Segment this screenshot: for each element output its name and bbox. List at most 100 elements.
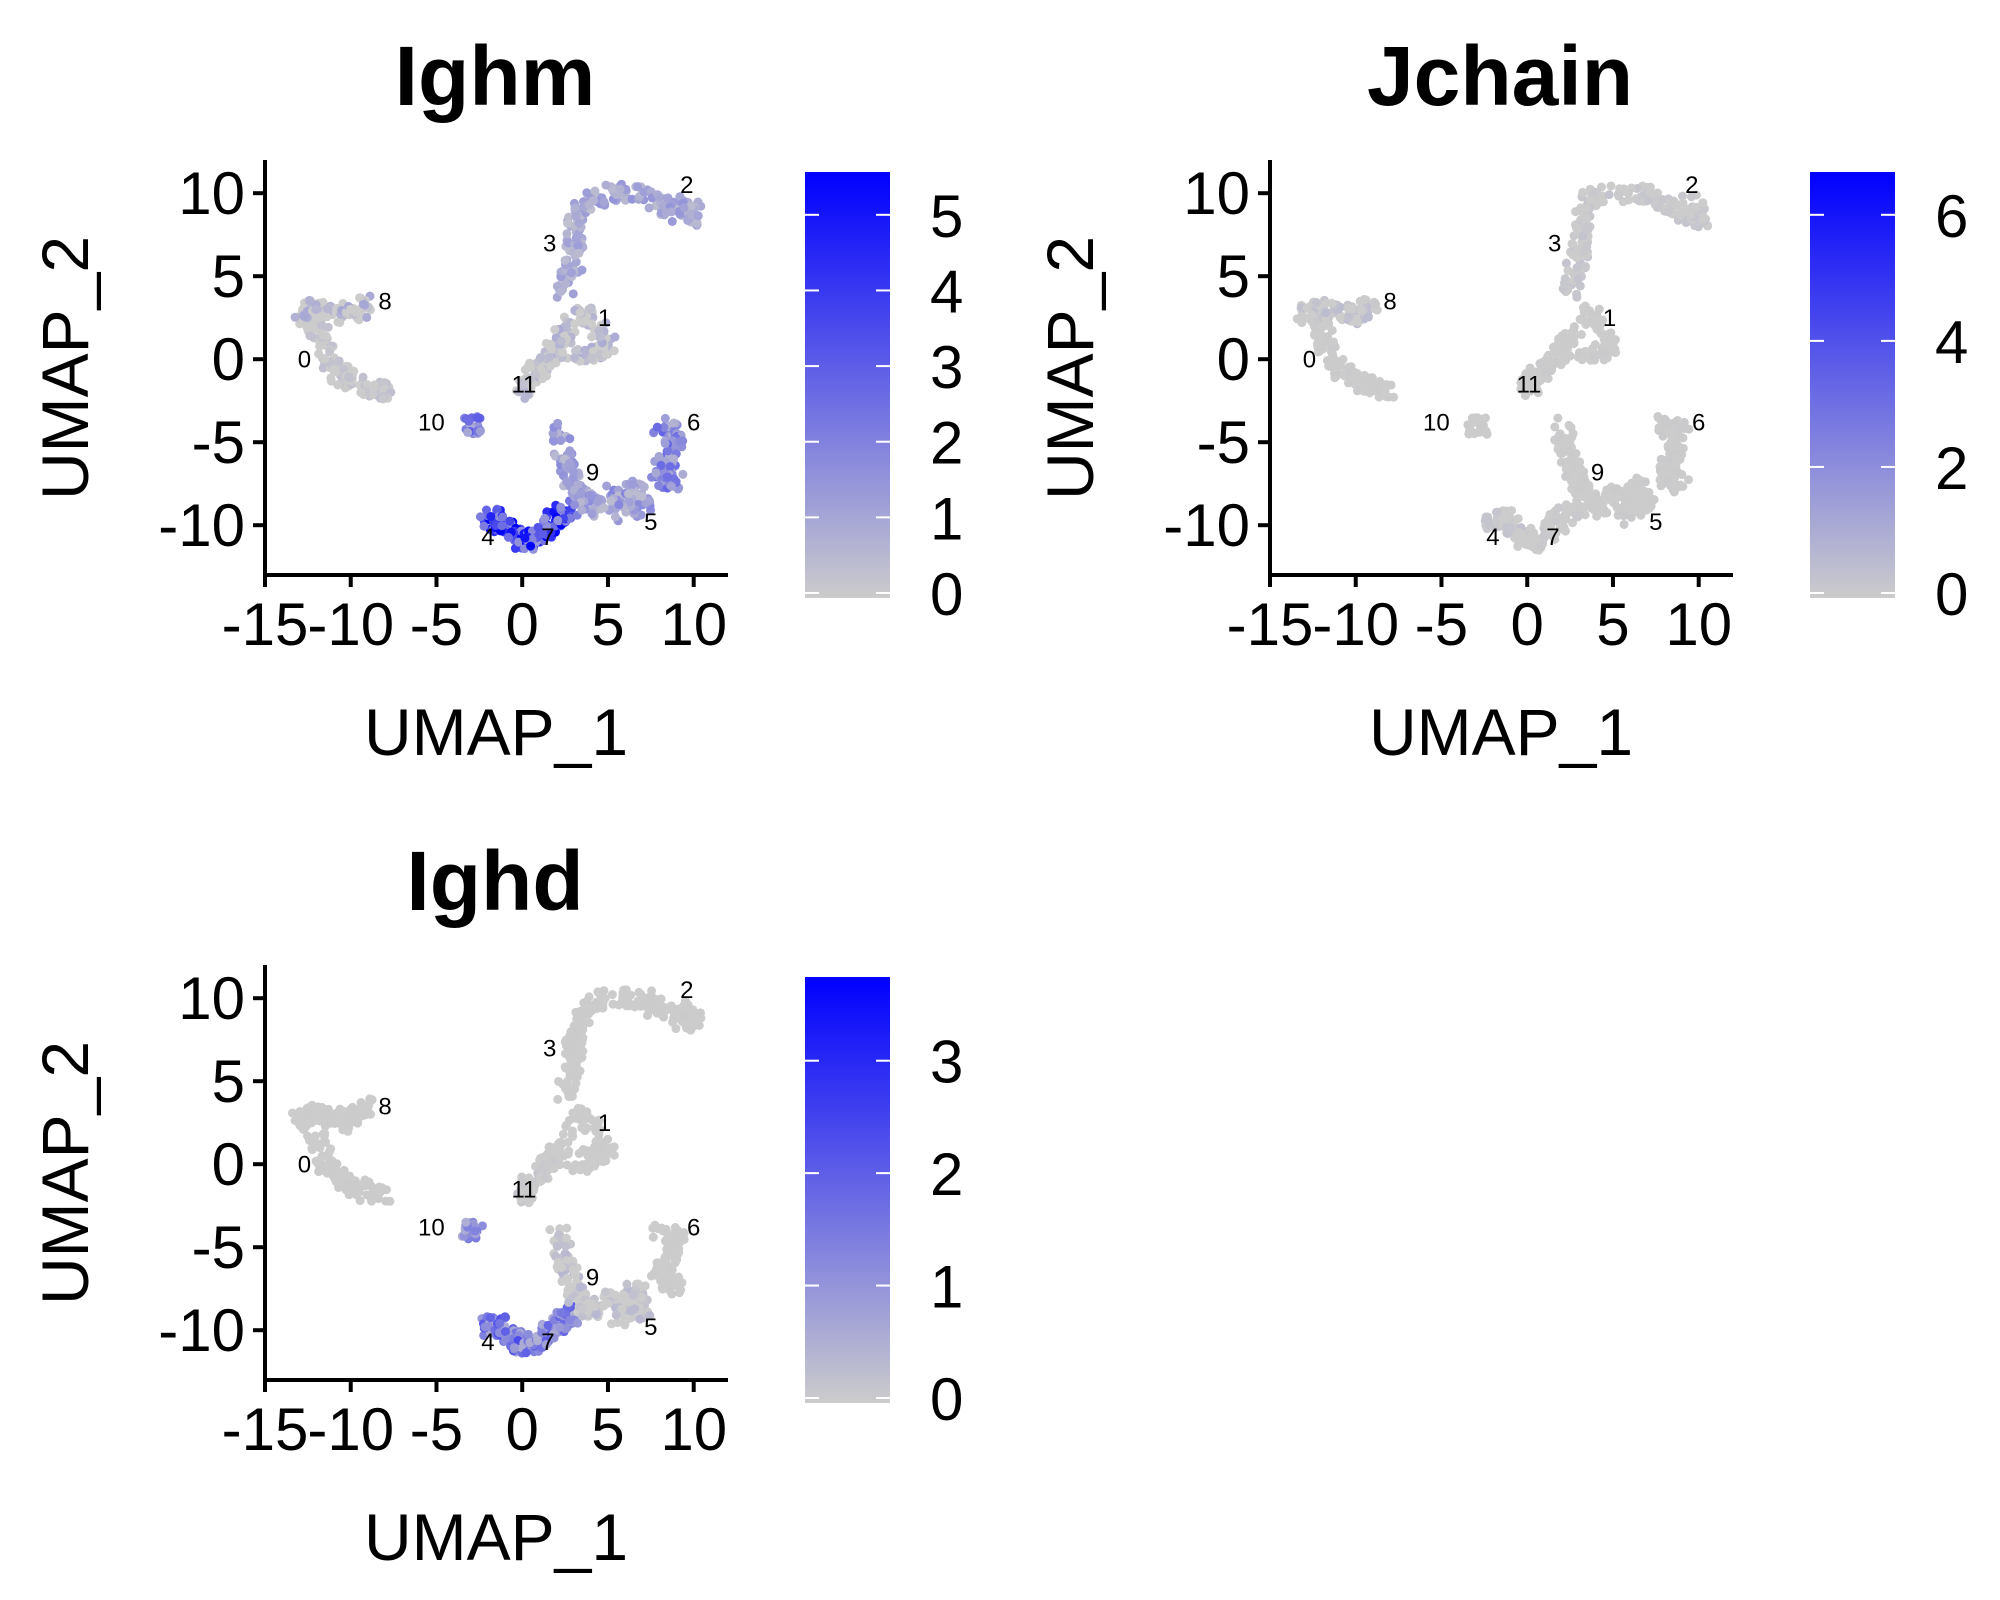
cell-cluster-0 [340, 1170, 350, 1180]
cell-cluster-1 [558, 347, 568, 357]
x-tick-label: -5 [410, 1396, 463, 1463]
cell-cluster-9 [1570, 476, 1580, 486]
cell-cluster-8 [1344, 312, 1354, 322]
cell-cluster-6 [1653, 412, 1663, 422]
cluster-label-7: 7 [541, 524, 554, 551]
y-tick-label: -5 [192, 1214, 245, 1281]
cell-cluster-4 [479, 521, 489, 531]
cell-cluster-2 [1643, 195, 1653, 205]
cell-cluster-7 [1559, 524, 1569, 534]
cell-cluster-2 [1677, 191, 1687, 201]
cell-cluster-8 [355, 293, 365, 303]
cell-cluster-2 [1606, 181, 1616, 191]
cell-cluster-4 [1513, 514, 1523, 524]
cell-cluster-0 [1323, 332, 1333, 342]
y-tick-label: 10 [178, 160, 245, 227]
cell-cluster-7 [565, 1315, 575, 1325]
cell-cluster-0 [333, 380, 343, 390]
cell-cluster-7 [1551, 510, 1561, 520]
cell-cluster-0 [308, 1134, 318, 1144]
cell-cluster-6 [1665, 453, 1675, 463]
x-tick-label: 10 [660, 591, 727, 658]
cell-cluster-11 [539, 368, 549, 378]
cell-cluster-11 [529, 1184, 539, 1194]
cell-cluster-4 [500, 1327, 510, 1337]
x-tick-label: -5 [410, 591, 463, 658]
cluster-label-7: 7 [1546, 524, 1559, 551]
cell-cluster-7 [1527, 534, 1537, 544]
cell-cluster-2 [1634, 196, 1644, 206]
cluster-label-7: 7 [541, 1329, 554, 1356]
cell-cluster-5 [644, 496, 654, 506]
cell-cluster-2 [621, 195, 631, 205]
cell-cluster-9 [591, 1310, 601, 1320]
cell-cluster-8 [1348, 304, 1358, 314]
cell-cluster-3 [1573, 274, 1583, 284]
cell-cluster-9 [568, 1265, 578, 1275]
cell-cluster-7 [523, 1329, 533, 1339]
cell-cluster-8 [304, 1108, 314, 1118]
cell-cluster-2 [654, 192, 664, 202]
y-tick-label: 10 [1183, 160, 1250, 227]
cell-cluster-7 [549, 1333, 559, 1343]
cell-cluster-1 [555, 1137, 565, 1147]
cell-cluster-2 [1653, 202, 1663, 212]
x-tick-label: 0 [506, 1396, 539, 1463]
cell-cluster-10 [1467, 413, 1477, 423]
cell-cluster-2 [686, 210, 696, 220]
cell-cluster-9 [564, 458, 574, 468]
cell-cluster-2 [1646, 187, 1656, 197]
cluster-label-10: 10 [418, 410, 445, 437]
cell-cluster-0 [1380, 386, 1390, 396]
cell-cluster-10 [1481, 426, 1491, 436]
cell-cluster-0 [1325, 361, 1335, 371]
cell-cluster-3 [571, 1078, 581, 1088]
cell-cluster-9 [1569, 448, 1579, 458]
cell-cluster-1 [558, 1129, 568, 1139]
cell-cluster-2 [1591, 196, 1601, 206]
cell-cluster-2 [599, 986, 609, 996]
cluster-label-6: 6 [687, 1215, 700, 1242]
cell-cluster-9 [556, 1263, 566, 1273]
cell-cluster-1 [575, 308, 585, 318]
cell-cluster-9 [1575, 464, 1585, 474]
cell-cluster-6 [659, 422, 669, 432]
cell-cluster-0 [305, 331, 315, 341]
cell-cluster-1 [1580, 352, 1590, 362]
cell-cluster-8 [1370, 299, 1380, 309]
cell-cluster-1 [609, 346, 619, 356]
cell-cluster-2 [599, 995, 609, 1005]
cluster-label-5: 5 [1649, 509, 1662, 536]
cell-cluster-8 [1359, 294, 1369, 304]
cell-cluster-0 [320, 1137, 330, 1147]
cell-cluster-2 [1653, 188, 1663, 198]
cell-cluster-0 [364, 1177, 374, 1187]
cell-cluster-1 [564, 1146, 574, 1156]
cell-cluster-5 [611, 1310, 621, 1320]
cell-cluster-1 [568, 1131, 578, 1141]
cell-cluster-3 [1563, 266, 1573, 276]
cell-cluster-1 [582, 1110, 592, 1120]
cell-cluster-0 [369, 382, 379, 392]
cell-cluster-4 [485, 1313, 495, 1323]
cell-cluster-0 [1314, 346, 1324, 356]
cell-cluster-2 [1604, 190, 1614, 200]
cell-cluster-0 [326, 1164, 336, 1174]
cell-cluster-3 [561, 279, 571, 289]
cell-cluster-1 [578, 1122, 588, 1132]
cluster-label-5: 5 [644, 1314, 657, 1341]
cell-cluster-3 [578, 1034, 588, 1044]
cell-cluster-0 [373, 1194, 383, 1204]
cell-cluster-9 [1567, 432, 1577, 442]
cell-cluster-8 [1363, 312, 1373, 322]
cell-cluster-0 [1317, 322, 1327, 332]
cell-cluster-11 [518, 379, 528, 389]
cell-cluster-1 [562, 1160, 572, 1170]
cell-cluster-0 [317, 320, 327, 330]
cell-cluster-7 [537, 1328, 547, 1338]
cell-cluster-5 [1626, 512, 1636, 522]
cell-cluster-5 [1619, 519, 1629, 529]
cell-cluster-3 [560, 1062, 570, 1072]
cell-cluster-4 [475, 512, 485, 522]
